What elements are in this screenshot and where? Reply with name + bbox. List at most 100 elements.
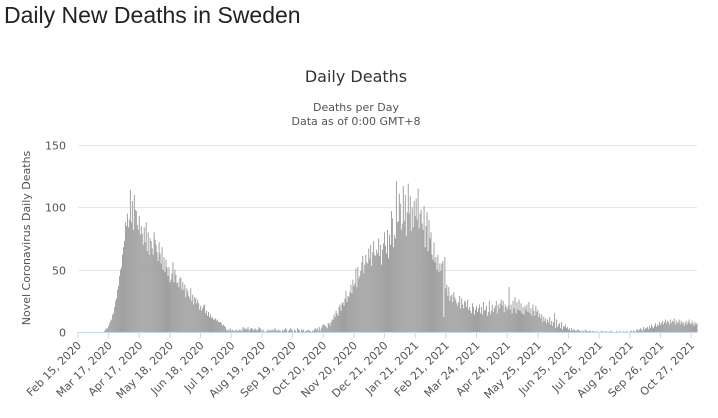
- bar: [368, 248, 370, 332]
- bar: [333, 314, 335, 332]
- bar: [170, 279, 172, 332]
- bar: [202, 308, 204, 332]
- bar: [430, 232, 432, 332]
- bar: [223, 325, 225, 332]
- bar: [195, 298, 197, 332]
- y-axis-ticks: 0 50 100 150: [45, 140, 66, 340]
- bar: [539, 313, 541, 332]
- bar: [682, 322, 684, 332]
- bar: [268, 330, 270, 332]
- bar: [494, 305, 496, 332]
- bar: [387, 258, 389, 332]
- bar: [661, 320, 663, 332]
- bar: [471, 313, 473, 332]
- bar: [441, 263, 443, 332]
- bar: [251, 328, 253, 332]
- bar: [694, 322, 696, 332]
- bar: [507, 305, 509, 332]
- bar: [300, 329, 302, 332]
- bar: [443, 317, 445, 332]
- bar: [188, 295, 190, 332]
- bar: [549, 317, 551, 332]
- bar: [564, 327, 565, 332]
- bar: [364, 264, 366, 332]
- bar: [335, 310, 337, 332]
- bar: [568, 328, 570, 332]
- bar: [414, 216, 416, 332]
- bar: [137, 229, 139, 332]
- bar: [462, 304, 464, 332]
- bar: [340, 310, 342, 332]
- bar: [544, 320, 546, 332]
- bar: [152, 254, 154, 332]
- bar: [490, 310, 492, 332]
- bar: [230, 330, 232, 332]
- bar: [401, 223, 403, 332]
- bar: [186, 288, 188, 332]
- bar: [124, 222, 126, 332]
- bar: [271, 330, 273, 332]
- bar: [389, 244, 391, 332]
- bar: [194, 297, 196, 332]
- bar: [637, 329, 639, 332]
- bar: [566, 327, 568, 332]
- bar: [650, 328, 652, 332]
- bar: [258, 327, 260, 332]
- bar: [665, 323, 667, 332]
- bar: [227, 329, 229, 332]
- bar: [341, 303, 343, 332]
- bar: [283, 330, 285, 332]
- bar: [651, 324, 653, 332]
- bar: [522, 307, 524, 332]
- bar: [456, 303, 458, 332]
- bar: [678, 319, 680, 332]
- bar: [675, 320, 677, 332]
- bar: [546, 323, 548, 332]
- bar: [642, 330, 644, 332]
- bar: [376, 249, 378, 332]
- bar: [104, 330, 106, 332]
- bar: [294, 329, 296, 332]
- bar: [392, 247, 394, 332]
- chart-subtitle-line1: Deaths per Day: [313, 101, 399, 114]
- bar: [596, 330, 598, 332]
- bar: [217, 322, 219, 332]
- bar: [309, 330, 311, 332]
- bar: [135, 211, 137, 332]
- bar: [200, 305, 202, 332]
- bar: [659, 324, 661, 332]
- bar: [142, 244, 144, 332]
- bar: [235, 329, 237, 332]
- bar: [543, 317, 545, 332]
- bar: [505, 307, 507, 332]
- bar: [150, 240, 152, 332]
- bar: [653, 328, 654, 332]
- bar: [180, 277, 182, 332]
- bar: [418, 228, 420, 332]
- bar: [153, 232, 155, 332]
- bar: [529, 313, 531, 332]
- bar: [277, 330, 279, 332]
- bar: [559, 323, 561, 332]
- bar: [551, 320, 553, 332]
- bar: [511, 313, 513, 332]
- bar: [201, 310, 203, 332]
- bar: [273, 330, 275, 332]
- bar: [386, 253, 388, 332]
- bar: [172, 262, 174, 332]
- bar: [380, 244, 382, 332]
- bar: [312, 330, 314, 332]
- bar: [664, 319, 666, 332]
- bar: [487, 312, 489, 332]
- bar: [168, 267, 170, 332]
- bar: [320, 328, 322, 332]
- bar: [379, 255, 381, 332]
- bar: [449, 300, 451, 332]
- bar: [478, 304, 480, 332]
- bar: [360, 270, 362, 332]
- bar: [473, 307, 475, 332]
- bar: [305, 330, 307, 332]
- bar: [369, 258, 371, 332]
- bar: [197, 299, 199, 332]
- bar: [382, 249, 384, 332]
